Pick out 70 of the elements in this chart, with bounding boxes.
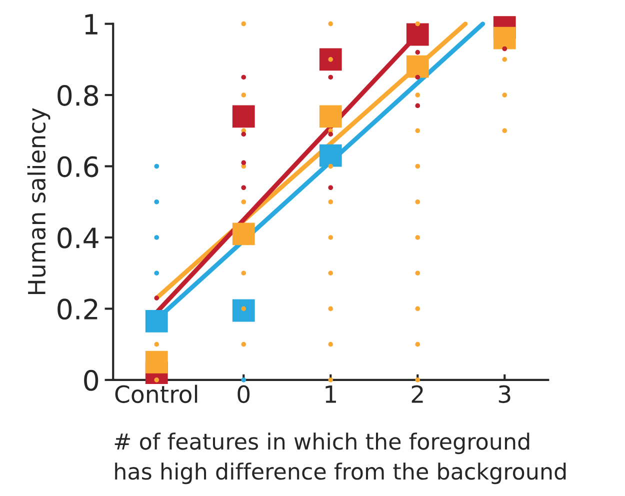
point bbox=[415, 199, 420, 204]
point bbox=[241, 378, 246, 382]
point bbox=[241, 160, 246, 166]
point bbox=[415, 378, 420, 382]
y-tick-label: 0.4 bbox=[58, 227, 98, 248]
point bbox=[241, 342, 246, 347]
point bbox=[328, 378, 334, 382]
point bbox=[328, 164, 334, 169]
point bbox=[154, 164, 160, 169]
point bbox=[502, 46, 508, 52]
point bbox=[328, 21, 334, 26]
point bbox=[319, 105, 342, 128]
point bbox=[241, 132, 246, 137]
point bbox=[154, 270, 160, 276]
point bbox=[415, 50, 420, 55]
point bbox=[154, 342, 160, 347]
point bbox=[415, 21, 420, 26]
point bbox=[415, 270, 420, 276]
x-tick-label: 0 bbox=[238, 385, 250, 404]
point bbox=[241, 92, 246, 98]
point bbox=[145, 310, 168, 332]
point bbox=[328, 132, 334, 137]
point bbox=[328, 270, 334, 276]
point bbox=[415, 342, 420, 347]
point bbox=[328, 199, 334, 204]
point bbox=[415, 74, 420, 80]
y-tick-label: 0.6 bbox=[58, 156, 98, 178]
point bbox=[328, 306, 334, 312]
point bbox=[415, 128, 420, 134]
point bbox=[502, 128, 508, 134]
point bbox=[241, 185, 246, 190]
point bbox=[154, 378, 160, 382]
point bbox=[415, 235, 420, 240]
point bbox=[328, 235, 334, 240]
point bbox=[502, 92, 508, 98]
point bbox=[154, 235, 160, 240]
x-tick-label: 3 bbox=[498, 385, 510, 404]
point bbox=[328, 57, 334, 62]
point bbox=[232, 105, 255, 128]
point bbox=[241, 21, 246, 26]
point bbox=[232, 222, 255, 246]
point bbox=[406, 55, 429, 78]
x-tick-label: 1 bbox=[326, 386, 336, 403]
point bbox=[415, 306, 420, 312]
point bbox=[415, 103, 420, 108]
point bbox=[493, 26, 516, 50]
y-tick-label: 0.2 bbox=[58, 298, 98, 320]
point bbox=[406, 23, 429, 46]
x-tick-label: 2 bbox=[412, 385, 423, 403]
point bbox=[415, 164, 420, 169]
point bbox=[241, 74, 246, 80]
point bbox=[145, 350, 168, 374]
point bbox=[319, 48, 342, 71]
point bbox=[232, 299, 255, 322]
y-tick-label: 0.8 bbox=[58, 84, 98, 106]
y-axis-title: Human saliency bbox=[27, 108, 50, 294]
point bbox=[328, 185, 334, 190]
x-axis-title: # of features in which the foreground has high difference from the background bbox=[114, 432, 566, 484]
x-tick-label: Control bbox=[115, 384, 198, 404]
point bbox=[241, 270, 246, 276]
point bbox=[154, 199, 160, 204]
point bbox=[241, 306, 246, 312]
point bbox=[328, 74, 334, 80]
point bbox=[241, 199, 246, 204]
point bbox=[415, 92, 420, 98]
y-tick-label: 1 bbox=[85, 14, 98, 34]
point bbox=[154, 296, 160, 300]
point bbox=[328, 342, 334, 347]
point bbox=[502, 57, 508, 62]
point bbox=[319, 144, 342, 167]
